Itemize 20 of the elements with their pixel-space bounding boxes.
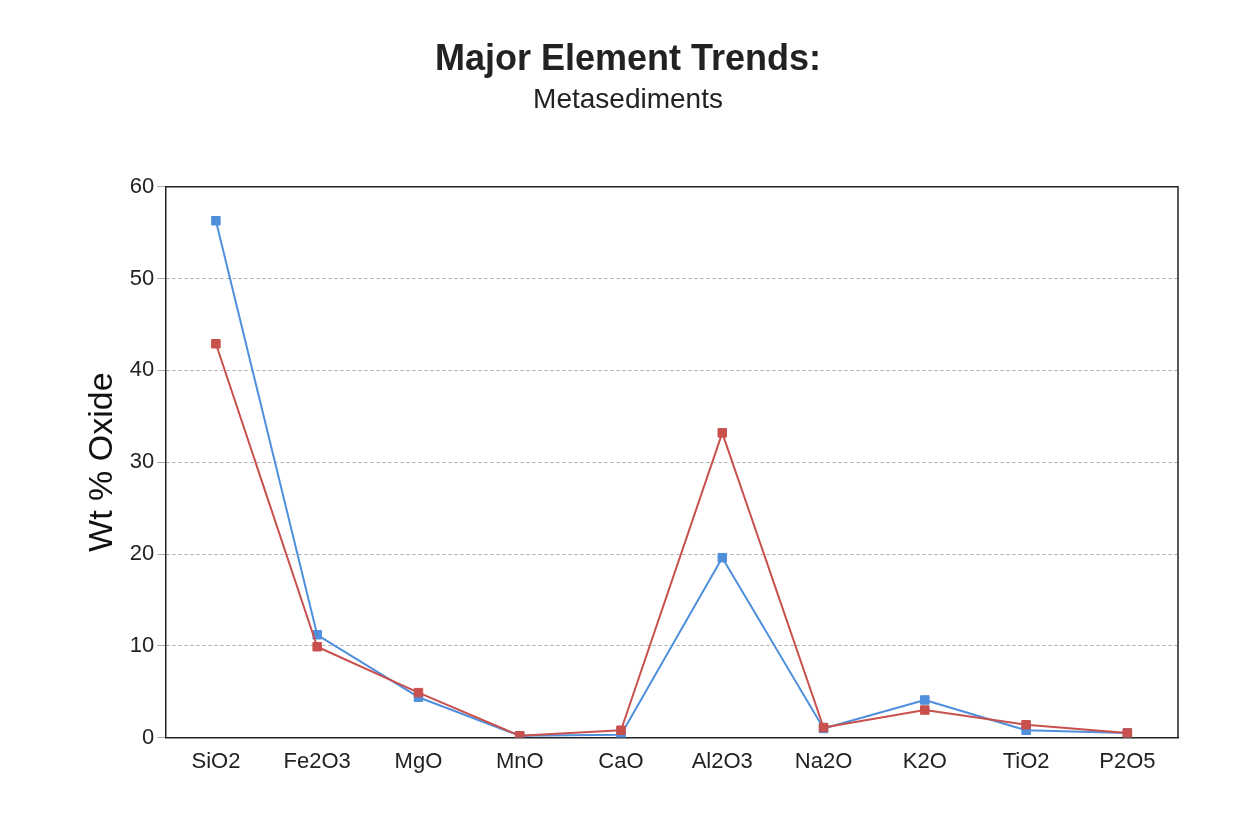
y-tick-label: 0 — [142, 723, 155, 749]
x-tick-label: P2O5 — [1099, 747, 1156, 773]
x-tick-label: Na2O — [794, 747, 853, 773]
x-tick-label: MgO — [394, 747, 443, 773]
y-tick-label: 60 — [129, 172, 155, 198]
x-tick-label: SiO2 — [191, 747, 241, 773]
y-tick-label: 30 — [129, 448, 155, 474]
y-tick-label: 40 — [129, 356, 155, 382]
chart-title: Major Element Trends: — [434, 36, 822, 78]
chart-subtitle: Metasediments — [533, 82, 723, 114]
y-tick-label: 50 — [129, 264, 155, 290]
x-tick-label: MnO — [495, 747, 544, 773]
x-tick-label: Fe2O3 — [283, 747, 351, 773]
y-tick-label: 10 — [129, 631, 155, 657]
y-tick-label: 20 — [129, 540, 155, 566]
x-tick-label: K2O — [902, 747, 947, 773]
x-tick-label: Al2O3 — [691, 747, 753, 773]
y-axis-title: Wt % Oxide — [80, 372, 119, 552]
x-tick-label: TiO2 — [1002, 747, 1050, 773]
x-tick-label: CaO — [598, 747, 644, 773]
